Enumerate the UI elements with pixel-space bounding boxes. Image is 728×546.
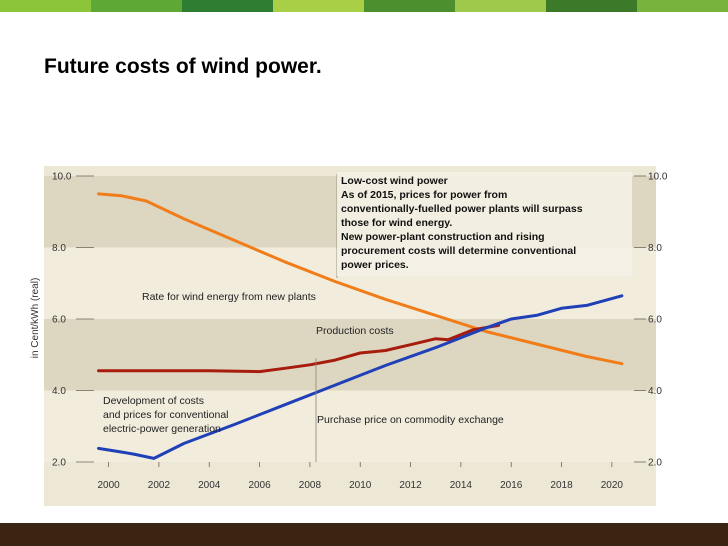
annotation-wind-rate: Rate for wind energy from new plants xyxy=(142,291,316,303)
wind-rate-line xyxy=(97,192,624,366)
y-tick-right-label: 8.0 xyxy=(648,243,662,254)
y-tick-right-label: 6.0 xyxy=(648,315,662,326)
callout-line-2: As of 2015, prices for power from xyxy=(341,189,507,201)
accent-stripe-segment xyxy=(546,0,637,12)
chart-series xyxy=(97,192,624,460)
footer-bar xyxy=(0,523,728,546)
y-axis-label: in Cent/kWh (real) xyxy=(30,278,41,359)
annotation-production-costs: Production costs xyxy=(316,325,394,337)
x-tick-label: 2012 xyxy=(399,480,422,491)
callout-line-5: New power-plant construction and rising xyxy=(341,231,545,243)
accent-stripe-segment xyxy=(0,0,91,12)
x-tick-label: 2010 xyxy=(349,480,372,491)
y-tick-left-label: 2.0 xyxy=(52,458,66,469)
y-tick-right-label: 10.0 xyxy=(648,172,668,183)
x-tick-label: 2008 xyxy=(299,480,322,491)
y-tick-left-label: 10.0 xyxy=(52,172,72,183)
callout-line-1: Low-cost wind power xyxy=(341,175,448,187)
y-tick-left-label: 8.0 xyxy=(52,243,66,254)
annotation-purchase-price: Purchase price on commodity exchange xyxy=(317,414,504,426)
x-tick-label: 2018 xyxy=(550,480,573,491)
y-tick-left-label: 4.0 xyxy=(52,386,66,397)
y-tick-right-label: 2.0 xyxy=(648,458,662,469)
x-tick-label: 2020 xyxy=(601,480,624,491)
accent-stripe-segment xyxy=(455,0,546,12)
callout-box xyxy=(337,172,632,276)
x-tick-label: 2014 xyxy=(450,480,473,491)
accent-stripe-segment xyxy=(182,0,273,12)
x-tick-label: 2004 xyxy=(198,480,221,491)
y-tick-right-label: 4.0 xyxy=(648,386,662,397)
callout-line-7: power prices. xyxy=(341,259,409,271)
production-costs-line xyxy=(97,323,501,374)
x-tick-label: 2000 xyxy=(97,480,120,491)
y-tick-left-label: 6.0 xyxy=(52,315,66,326)
top-accent-stripe xyxy=(0,0,728,12)
callout-line-4: those for wind energy. xyxy=(341,217,452,229)
x-tick-label: 2002 xyxy=(148,480,171,491)
x-tick-label: 2016 xyxy=(500,480,523,491)
callout-line-3: conventionally-fuelled power plants will… xyxy=(341,203,583,215)
callout-line-6: procurement costs will determine convent… xyxy=(341,245,576,257)
accent-stripe-segment xyxy=(364,0,455,12)
accent-stripe-segment xyxy=(637,0,728,12)
accent-stripe-segment xyxy=(91,0,182,12)
chart-ticks: 2.0 4.0 6.0 8.0 10.0 2.0 4.0 6.0 8.0 10.0 2000 2002… xyxy=(52,172,668,492)
slide-title: Future costs of wind power. xyxy=(44,55,322,78)
annotation-development-2: and prices for conventional xyxy=(103,409,229,421)
annotation-development-3: electric-power generation xyxy=(103,423,221,435)
annotation-development-1: Development of costs xyxy=(103,395,204,407)
accent-stripe-segment xyxy=(273,0,364,12)
chart-band-0 xyxy=(44,390,656,462)
purchase-price-line xyxy=(97,294,624,460)
x-tick-label: 2006 xyxy=(248,480,271,491)
